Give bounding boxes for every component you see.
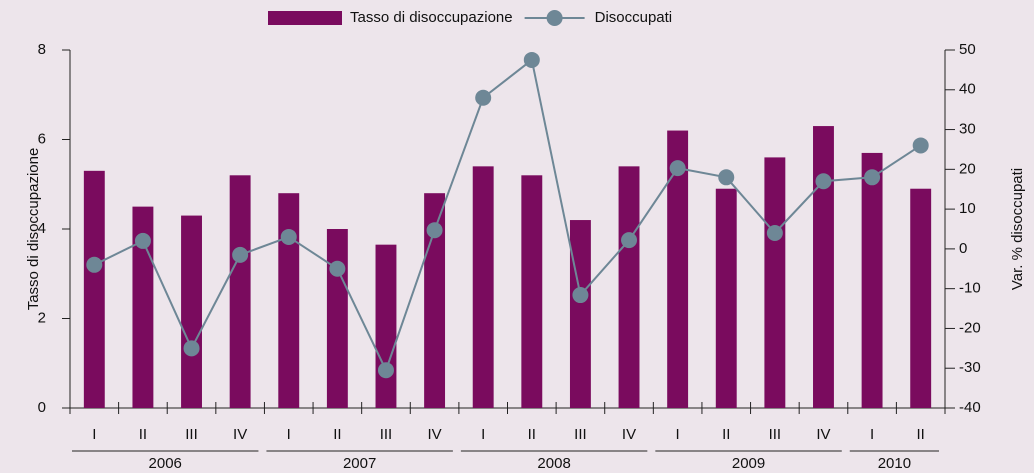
line-marker <box>329 260 346 277</box>
x-tick-label: IV <box>427 426 441 443</box>
legend-swatch <box>268 11 342 25</box>
y2-tick-label: -10 <box>959 280 981 297</box>
bar <box>715 188 737 408</box>
y-tick-label: 2 <box>38 309 46 326</box>
y2-tick-label: -30 <box>959 359 981 376</box>
x-tick-label: II <box>722 426 730 443</box>
x-tick-label: I <box>870 426 874 443</box>
y-tick-label: 0 <box>38 399 46 416</box>
line-marker <box>669 160 686 177</box>
line-marker <box>523 51 540 68</box>
line-marker <box>280 228 297 245</box>
x-tick-label: III <box>185 426 198 443</box>
line-marker <box>86 256 103 273</box>
y2-tick-label: 0 <box>959 240 967 257</box>
x-tick-label: IV <box>816 426 830 443</box>
bar <box>375 244 397 408</box>
bar <box>181 215 202 408</box>
x-tick-label: I <box>92 426 96 443</box>
bar <box>326 229 348 408</box>
bar <box>132 206 154 408</box>
line-marker <box>766 224 783 241</box>
y-tick-label: 4 <box>38 220 46 237</box>
y2-tick-label: -20 <box>959 319 981 336</box>
line-marker <box>134 232 151 249</box>
bar <box>229 175 251 408</box>
x-tick-label: III <box>769 426 782 443</box>
x-tick-label: III <box>574 426 587 443</box>
bar <box>764 157 786 408</box>
bar <box>521 175 543 408</box>
bar <box>569 220 591 408</box>
legend-swatch <box>546 10 563 26</box>
line-marker <box>475 89 492 106</box>
bar <box>910 188 932 408</box>
line-marker <box>426 222 443 239</box>
legend-label: Tasso di disoccupazione <box>350 9 513 26</box>
group-label: 2010 <box>878 455 911 472</box>
line-marker <box>718 169 735 186</box>
y-axis-label: Tasso di disoccupazione <box>25 148 42 311</box>
x-tick-label: I <box>481 426 485 443</box>
x-tick-label: II <box>333 426 341 443</box>
legend-label: Disoccupati <box>595 9 673 26</box>
bar <box>618 166 640 408</box>
group-label: 2007 <box>343 455 376 472</box>
x-tick-label: I <box>676 426 680 443</box>
line <box>93 58 922 373</box>
x-tick-label: IV <box>622 426 636 443</box>
y2-tick-label: 10 <box>959 200 976 217</box>
line-marker <box>621 232 638 249</box>
x-tick-label: II <box>528 426 536 443</box>
bar <box>472 166 494 408</box>
x-tick-label: II <box>139 426 147 443</box>
y2-tick-label: -40 <box>959 399 981 416</box>
group-label: 2009 <box>732 455 765 472</box>
y2-tick-label: 20 <box>959 160 976 177</box>
x-tick-label: IV <box>233 426 247 443</box>
x-tick-label: II <box>917 426 925 443</box>
line-marker <box>912 137 929 154</box>
y2-axis-label: Var. % disoccupati <box>1009 168 1026 290</box>
x-tick-label: III <box>380 426 393 443</box>
line-marker <box>232 246 249 263</box>
y2-tick-label: 30 <box>959 121 976 138</box>
line-marker <box>815 173 832 190</box>
bar <box>813 126 834 408</box>
group-label: 2008 <box>537 455 570 472</box>
y2-tick-label: 40 <box>959 81 976 98</box>
line-marker <box>572 287 589 304</box>
line-marker <box>183 340 200 357</box>
line-marker <box>864 169 881 186</box>
line-marker <box>377 362 394 379</box>
y-tick-label: 8 <box>38 41 46 58</box>
x-tick-label: I <box>287 426 291 443</box>
bar <box>83 170 105 408</box>
bar <box>667 130 689 409</box>
group-label: 2006 <box>149 455 182 472</box>
y2-tick-label: 50 <box>959 41 976 58</box>
bar <box>278 193 300 408</box>
bar <box>861 152 883 408</box>
y-tick-label: 6 <box>38 130 46 147</box>
